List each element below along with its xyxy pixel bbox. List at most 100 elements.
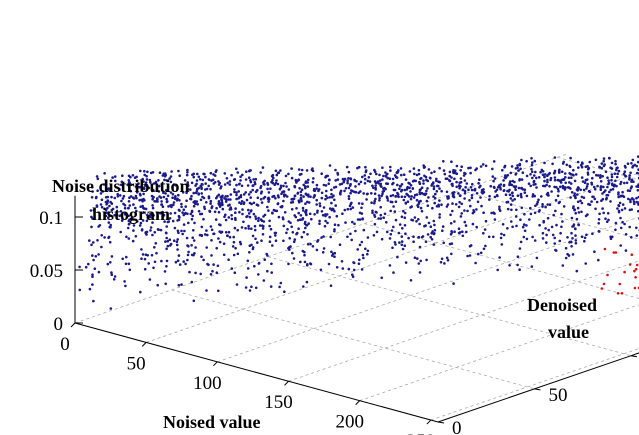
scatter-point bbox=[421, 235, 425, 238]
scatter-point bbox=[412, 167, 416, 170]
scatter-point bbox=[565, 163, 569, 167]
scatter-point bbox=[167, 220, 171, 223]
scatter-point bbox=[328, 178, 331, 181]
scatter-point bbox=[372, 186, 375, 190]
scatter-point bbox=[97, 270, 101, 274]
scatter-point bbox=[483, 228, 487, 231]
scatter-point bbox=[334, 179, 338, 182]
scatter-point bbox=[223, 172, 227, 175]
scatter-point bbox=[328, 215, 331, 219]
scatter-point bbox=[186, 184, 190, 187]
scatter-point bbox=[275, 173, 279, 177]
scatter-point bbox=[192, 172, 196, 176]
x-tick-label: 50 bbox=[127, 353, 146, 374]
scatter-point bbox=[166, 244, 170, 248]
scatter-point bbox=[461, 230, 464, 233]
scatter-point bbox=[181, 191, 185, 194]
scatter-point bbox=[297, 178, 301, 181]
scatter-point bbox=[282, 199, 285, 203]
scatter-point bbox=[316, 239, 320, 242]
scatter-point bbox=[254, 177, 258, 181]
scatter-point bbox=[228, 180, 232, 183]
scatter-point bbox=[141, 219, 145, 222]
scatter-point bbox=[266, 187, 269, 191]
scatter-point bbox=[493, 186, 496, 189]
scatter-point bbox=[574, 234, 577, 237]
scatter-point bbox=[502, 189, 506, 192]
scatter-point bbox=[200, 186, 203, 189]
scatter-point bbox=[274, 197, 277, 200]
scatter-point bbox=[567, 176, 571, 180]
scatter-point bbox=[103, 236, 106, 239]
scatter-point bbox=[128, 218, 131, 221]
scatter-point bbox=[330, 250, 333, 254]
scatter-point bbox=[78, 265, 81, 269]
scatter-point bbox=[435, 177, 438, 181]
scatter-point bbox=[593, 187, 597, 191]
scatter-point bbox=[194, 246, 197, 249]
scatter-point bbox=[459, 215, 463, 218]
scatter-point bbox=[284, 181, 287, 185]
scatter-point bbox=[596, 184, 599, 188]
scatter-point bbox=[305, 213, 308, 217]
scatter-point bbox=[592, 170, 596, 174]
scatter-point bbox=[254, 217, 258, 221]
scatter-point bbox=[207, 196, 211, 200]
scatter-point bbox=[514, 215, 518, 218]
scatter-point bbox=[614, 228, 617, 232]
scatter-point bbox=[413, 172, 416, 176]
scatter-point bbox=[163, 220, 166, 223]
scatter-point bbox=[232, 178, 236, 181]
scatter-point bbox=[451, 202, 454, 205]
scatter-point bbox=[566, 236, 569, 239]
scatter-point bbox=[227, 258, 230, 262]
scatter-point bbox=[370, 201, 373, 204]
scatter-point bbox=[298, 187, 301, 190]
scatter-point bbox=[221, 207, 225, 211]
scatter-point bbox=[435, 190, 439, 193]
scatter-point bbox=[624, 233, 628, 236]
scatter-point bbox=[214, 218, 218, 221]
scatter-point bbox=[299, 198, 303, 201]
scatter-point bbox=[406, 185, 409, 189]
scatter-point bbox=[519, 240, 523, 244]
scatter-point bbox=[580, 176, 584, 179]
scatter-point bbox=[291, 231, 295, 234]
scatter-point bbox=[426, 187, 429, 190]
scatter-point bbox=[283, 290, 286, 294]
scatter-point bbox=[442, 160, 445, 163]
scatter-point bbox=[307, 201, 311, 204]
scatter-point bbox=[151, 204, 154, 207]
scatter-point bbox=[449, 213, 452, 217]
scatter-point bbox=[349, 207, 353, 211]
scatter-point bbox=[551, 233, 555, 237]
scatter-point bbox=[107, 212, 110, 215]
scatter-point bbox=[333, 229, 336, 233]
scatter-point bbox=[600, 287, 604, 290]
scatter-point bbox=[165, 197, 168, 201]
scatter-point bbox=[320, 210, 324, 213]
scatter-point bbox=[215, 206, 218, 210]
scatter-point bbox=[246, 214, 249, 218]
scatter-point bbox=[176, 238, 179, 241]
scatter-point bbox=[594, 207, 597, 211]
scatter-point bbox=[548, 185, 551, 188]
scatter-point bbox=[347, 186, 351, 190]
scatter-point bbox=[242, 202, 246, 205]
scatter-point bbox=[298, 218, 302, 222]
scatter-point bbox=[445, 177, 449, 180]
scatter-point bbox=[304, 210, 307, 214]
scatter-point bbox=[412, 196, 416, 199]
scatter-point bbox=[288, 248, 291, 251]
scatter-point bbox=[599, 185, 603, 188]
scatter-point bbox=[280, 205, 284, 209]
scatter-point bbox=[107, 216, 110, 219]
scatter-point bbox=[215, 271, 219, 275]
scatter-point bbox=[554, 248, 557, 252]
scatter-point bbox=[186, 171, 189, 174]
x-axis-line bbox=[74, 322, 439, 423]
scatter-point bbox=[169, 175, 173, 178]
scatter-point bbox=[528, 218, 531, 221]
scatter-point bbox=[385, 230, 389, 234]
scatter-point bbox=[416, 257, 419, 260]
